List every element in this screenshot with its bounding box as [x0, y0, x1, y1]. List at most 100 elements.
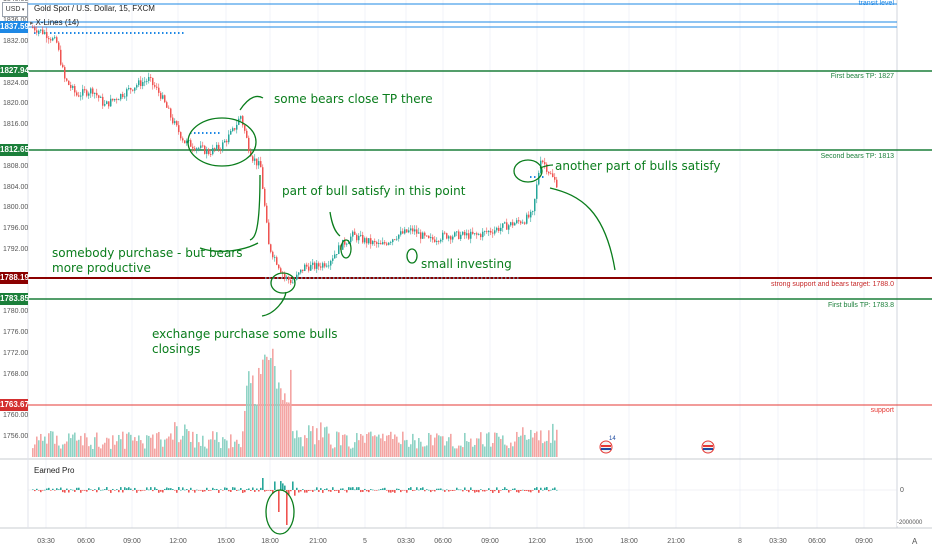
volume-bar	[78, 439, 80, 457]
annotation-somebody-purchase-2: more productive	[52, 261, 151, 275]
candle-body	[552, 173, 554, 178]
oscillator-bar	[166, 487, 168, 490]
candle-body	[116, 98, 118, 100]
oscillator-bar	[360, 490, 362, 493]
oscillator-bar	[212, 487, 214, 490]
oscillator-bar	[114, 490, 116, 491]
volume-bar	[398, 442, 400, 457]
strong-support-label: strong support and bears target: 1788.0	[771, 281, 894, 288]
candle-body	[534, 198, 536, 212]
oscillator-bar	[382, 488, 384, 490]
volume-bar	[400, 444, 402, 457]
candle-body	[170, 108, 172, 118]
candle-body	[264, 188, 266, 206]
candle-body	[322, 263, 324, 268]
volume-bar	[70, 438, 72, 457]
volume-bar	[484, 446, 486, 457]
oscillator-bar	[500, 490, 502, 491]
volume-bar	[422, 446, 424, 457]
candle-body	[378, 243, 380, 244]
oscillator-bar	[66, 488, 68, 490]
oscillator-bar	[422, 487, 424, 490]
candle-body	[110, 98, 112, 107]
candle-body	[352, 231, 354, 237]
oscillator-bar	[438, 488, 440, 490]
candle-body	[206, 149, 208, 154]
oscillator-bar	[466, 490, 468, 491]
oscillator-bar	[316, 487, 318, 490]
oscillator-bar	[550, 489, 552, 491]
candle-body	[452, 236, 454, 240]
earned-pro-title[interactable]: Earned Pro	[34, 466, 75, 475]
volume-bar	[150, 437, 152, 457]
candle-body	[32, 27, 34, 29]
oscillator-bar	[182, 487, 184, 490]
volume-bar	[420, 441, 422, 457]
volume-bar	[214, 439, 216, 457]
candle-body	[238, 118, 240, 125]
pointer-stroke-exchange	[261, 291, 287, 317]
candle-body	[330, 260, 332, 266]
volume-bar	[292, 431, 294, 457]
oscillator-bar	[386, 490, 388, 491]
oscillator-bar	[62, 490, 64, 493]
volume-bar	[342, 434, 344, 457]
annotation-somebody-purchase-1: somebody purchase - but bears	[52, 246, 243, 260]
volume-bar	[372, 436, 374, 457]
oscillator-bar	[352, 487, 354, 490]
volume-bar	[40, 433, 42, 457]
oscillator-bar	[34, 490, 36, 492]
event-flag-2[interactable]	[701, 440, 715, 454]
candle-body	[42, 29, 44, 34]
candle-body	[332, 258, 334, 261]
oscillator-bar	[374, 490, 376, 491]
volume-bar	[544, 441, 546, 457]
oscillator-bar	[168, 488, 170, 490]
drawing-layer[interactable]	[187, 95, 616, 535]
auto-scale-button[interactable]: A	[912, 537, 918, 546]
volume-bar	[348, 446, 350, 457]
collapse-icon[interactable]: ▸	[30, 20, 36, 27]
volume-bar	[154, 448, 156, 457]
symbol-title[interactable]: Gold Spot / U.S. Dollar, 15, FXCM	[34, 4, 155, 13]
volume-bar	[384, 441, 386, 457]
osc-min-label: -2000000	[897, 520, 923, 526]
oscillator-bar	[264, 490, 266, 492]
volume-bar	[210, 439, 212, 457]
candle-body	[436, 241, 438, 243]
oscillator-bar	[392, 490, 394, 492]
event-flag-1[interactable]	[599, 440, 613, 454]
volume-bar	[64, 443, 66, 457]
oscillator-bar	[412, 490, 414, 492]
volume-bar	[464, 432, 466, 457]
volume-bar	[270, 358, 272, 457]
volume-bar	[554, 440, 556, 457]
oscillator-bar	[46, 488, 48, 490]
oscillator-bar	[368, 490, 370, 493]
oscillator-bar	[458, 489, 460, 491]
volume-bar	[254, 403, 256, 457]
oscillator-bar	[524, 490, 526, 491]
oscillator-bar	[356, 487, 358, 490]
oscillator-bar	[42, 490, 44, 491]
oscillator-bar	[64, 490, 66, 493]
volume-bar	[556, 429, 558, 457]
candle-body	[512, 222, 514, 226]
candle-body	[398, 234, 400, 239]
oscillator-bar	[174, 490, 176, 491]
oscillator-bar	[130, 488, 132, 490]
candle-body	[546, 164, 548, 172]
candle-body	[434, 239, 436, 243]
underline-purchase	[199, 242, 259, 252]
oscillator-bar	[482, 490, 484, 492]
candle-body	[476, 233, 478, 235]
currency-selector[interactable]: USD ▾	[2, 2, 28, 17]
candle-body	[108, 101, 110, 107]
indicator-title[interactable]: ▸ X-Lines (14)	[30, 18, 79, 27]
candle-body	[422, 232, 424, 239]
oscillator-bar	[164, 488, 166, 490]
oscillator-bar	[504, 487, 506, 490]
candle-body	[268, 222, 270, 245]
candle-body	[66, 78, 68, 81]
